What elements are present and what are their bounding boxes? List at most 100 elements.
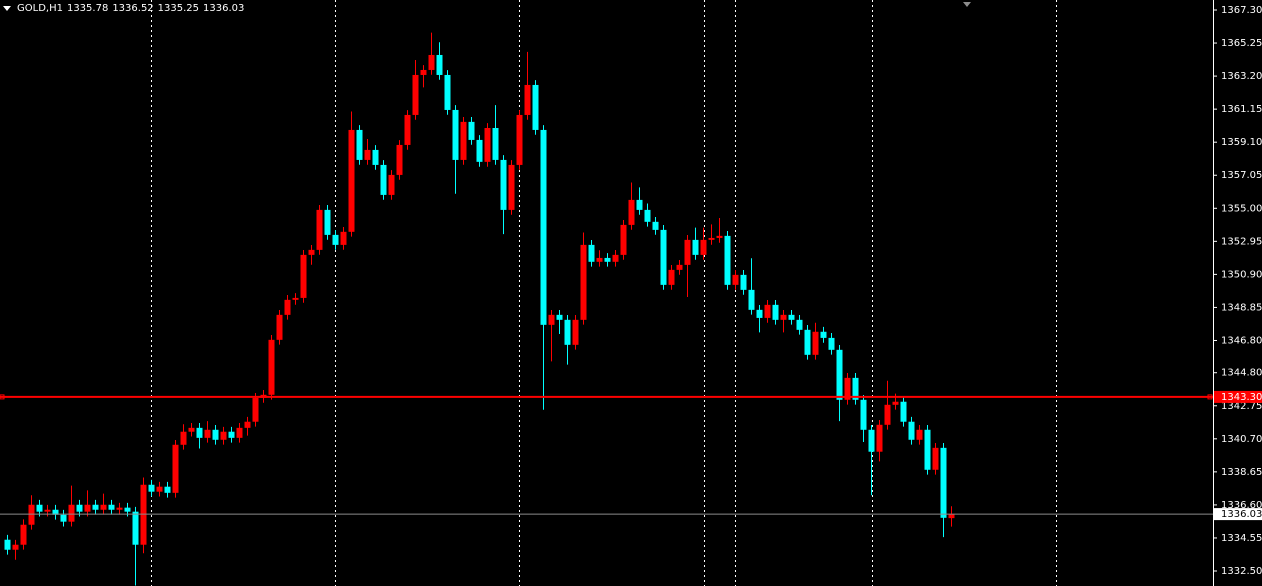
candle-body [524,84,531,115]
candle-body [588,244,595,262]
shift-marker[interactable] [963,2,971,7]
candle-body [444,74,451,110]
candle-body [652,221,659,230]
candle-body [940,447,947,518]
candle-body [124,507,131,512]
y-tick-label: 1355.00 [1221,203,1262,214]
candle-body [612,254,619,262]
candle-body [116,507,123,510]
candle-body [412,74,419,115]
candle-body [772,304,779,320]
candle-body [420,69,427,75]
candle-body [164,486,171,493]
y-tick-label: 1357.05 [1221,170,1262,181]
level-label: 1343.30 [1221,392,1262,403]
y-tick-label: 1334.55 [1221,533,1262,544]
candle-body [708,237,715,240]
y-tick-label: 1342.75 [1221,401,1262,412]
candle-body [476,139,483,162]
high-value: 1336.52 [112,3,154,14]
candle-body [780,314,787,320]
candle-body [180,431,187,445]
candle-body [92,504,99,510]
open-value: 1335.78 [66,3,109,14]
candle-body [620,224,627,255]
candle-body [276,314,283,340]
candle-body [220,431,227,440]
candle-body [44,509,51,512]
candle-body [100,504,107,510]
y-tick-label: 1336.60 [1221,500,1262,511]
candle-body [540,129,547,325]
candle-body [228,431,235,438]
candle-body [340,231,347,245]
candle-body [20,524,27,545]
menu-arrow[interactable] [3,6,11,11]
candle-body [748,289,755,310]
candle-body [380,164,387,195]
candle-body [836,349,843,400]
candle-body [396,144,403,175]
candle-body [252,397,259,422]
candle-body [460,121,467,160]
candle-body [684,239,691,265]
candle-body [268,339,275,395]
y-tick-label: 1352.95 [1221,236,1262,247]
candle-body [356,129,363,160]
candle-body [812,331,819,355]
candle-body [68,504,75,522]
y-tick-label: 1346.80 [1221,335,1262,346]
candle-body [676,264,683,270]
y-tick-label: 1348.85 [1221,302,1262,313]
candle-body [756,309,763,318]
candle-body [516,114,523,165]
candle-body [492,128,499,160]
candle-body [196,427,203,438]
candle-body [212,429,219,440]
candle-body [628,199,635,225]
symbol: GOLD,H1 [17,3,63,14]
candle-body [532,84,539,130]
candle-body [84,504,91,512]
candle-body [876,424,883,452]
candle-body [452,109,459,160]
bid-label: 1336.03 [1221,509,1262,520]
candle-body [76,504,83,512]
candle-body [484,128,491,162]
candle-body [580,244,587,320]
y-tick-label: 1340.70 [1221,434,1262,445]
candle-body [4,539,11,550]
candle-body [564,319,571,345]
candle-body [372,149,379,165]
candle-body [500,159,507,210]
candle-body [724,235,731,285]
candle-body [732,274,739,285]
candle-body [12,544,19,550]
candle-body [156,486,163,492]
candle-body [908,421,915,440]
level-handle [1207,394,1213,400]
candle-body [700,239,707,255]
candle-body [60,514,67,522]
candle-body [436,54,443,75]
candle-body [316,209,323,250]
candle-body [660,229,667,285]
y-tick-label: 1344.80 [1221,368,1262,379]
candle-body [916,429,923,440]
candle-body [52,509,59,515]
candle-body [188,427,195,432]
candle-body [324,209,331,235]
candle-body [844,377,851,400]
candle-body [548,314,555,325]
candle-body [364,149,371,160]
candle-body [236,427,243,438]
bid-label-box [1214,508,1262,521]
candle-body [828,337,835,350]
candle-body [788,314,795,320]
y-tick-label: 1367.30 [1221,5,1262,16]
candle-body [204,429,211,438]
candle-body [508,164,515,210]
candle-body [740,274,747,290]
